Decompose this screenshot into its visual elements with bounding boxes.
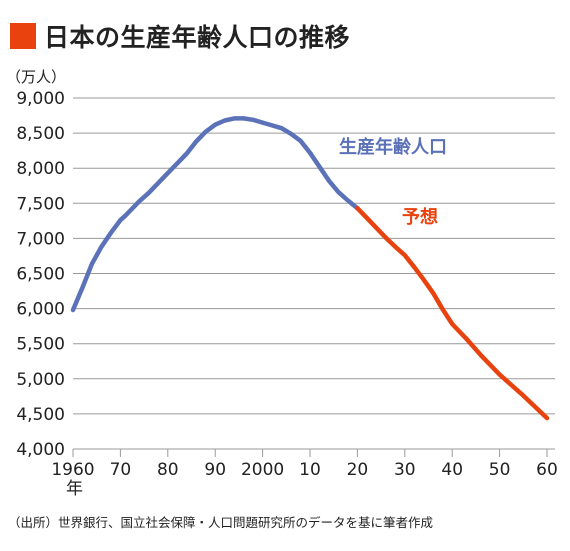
x-tick-label: 70 — [110, 460, 132, 480]
y-tick-label: 4,500 — [16, 405, 65, 425]
x-tick-label: 1960 — [51, 460, 94, 480]
x-tick-label: 90 — [204, 460, 226, 480]
x-tick-label: 40 — [441, 460, 463, 480]
x-axis-ticks: 1960 70 80 90 2000 10 20 30 40 50 60 — [51, 449, 558, 480]
y-tick-label: 4,000 — [16, 440, 65, 460]
x-tick-label: 60 — [536, 460, 558, 480]
title-accent-square — [10, 23, 36, 49]
chart-title: 日本の生産年齢人口の推移 — [44, 23, 351, 52]
y-axis-unit-label: （万人） — [6, 68, 66, 86]
x-tick-label: 80 — [157, 460, 179, 480]
y-tick-label: 9,000 — [16, 89, 65, 109]
y-tick-label: 5,500 — [16, 335, 65, 355]
y-tick-label: 6,500 — [16, 265, 65, 285]
y-tick-label: 8,000 — [16, 159, 65, 179]
grid-lines — [73, 97, 555, 450]
x-tick-label: 10 — [299, 460, 321, 480]
chart-title-row: 日本の生産年齢人口の推移 — [10, 16, 350, 56]
y-tick-label: 7,000 — [16, 229, 65, 249]
y-tick-label: 7,500 — [16, 194, 65, 214]
x-tick-label: 50 — [489, 460, 511, 480]
y-axis-ticks: 4,000 4,500 5,000 5,500 6,000 6,500 7,000 7,500… — [16, 89, 65, 460]
x-tick-label: 30 — [394, 460, 416, 480]
series-line — [355, 205, 550, 421]
x-axis-unit-label: 年 — [66, 479, 83, 499]
series-line — [70, 116, 360, 313]
y-tick-label: 8,500 — [16, 124, 65, 144]
series-lines — [70, 116, 550, 421]
x-tick-label: 2000 — [241, 460, 284, 480]
series-label: 予想 — [402, 206, 438, 228]
y-tick-label: 5,000 — [16, 370, 65, 390]
series-label: 生産年齢人口 — [339, 136, 447, 158]
y-tick-label: 6,000 — [16, 300, 65, 320]
x-tick-label: 20 — [347, 460, 369, 480]
source-note: （出所）世界銀行、国立社会保障・人口問題研究所のデータを基に筆者作成 — [8, 515, 434, 530]
